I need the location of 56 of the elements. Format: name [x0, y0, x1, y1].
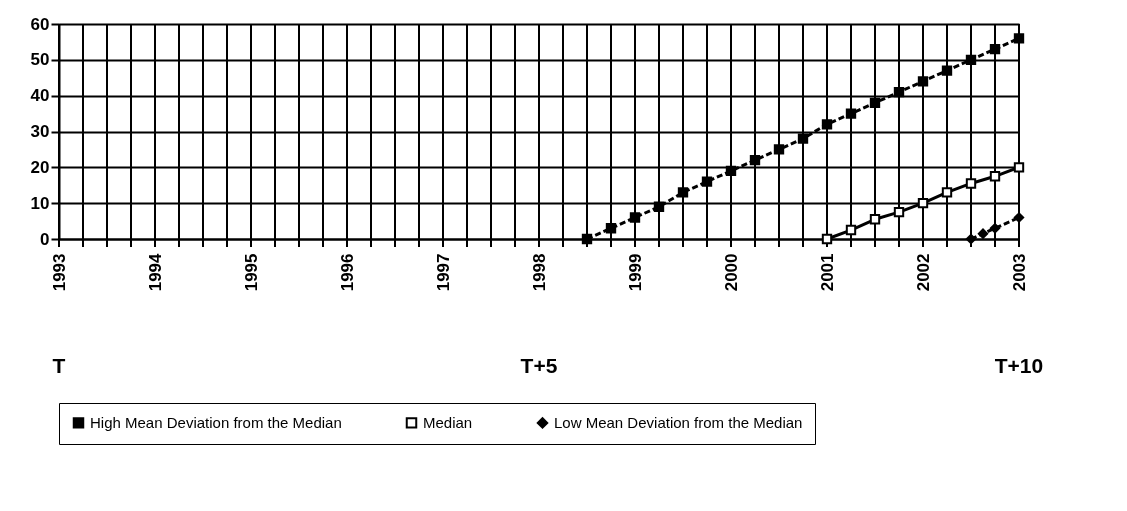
x-tick-label: 1999: [625, 253, 645, 292]
point: [893, 86, 905, 98]
point: [941, 65, 953, 76]
text: T+10: [994, 354, 1044, 377]
point: [653, 201, 665, 212]
point: [941, 187, 953, 198]
point: [869, 97, 881, 109]
point: [773, 144, 785, 155]
point: [845, 108, 857, 119]
point: [965, 54, 977, 66]
point: [605, 223, 617, 234]
text: T: [52, 354, 66, 377]
point: [977, 228, 989, 239]
point: [965, 178, 977, 189]
y-tick-label: 10: [30, 193, 50, 213]
y-tick-label: 0: [40, 229, 50, 249]
point: [581, 233, 593, 245]
point: [701, 176, 713, 187]
legend-label: Low Mean Deviation from the Median: [554, 413, 803, 431]
x-tick-label: 1993: [49, 253, 69, 292]
x-tick-label: 2002: [913, 253, 933, 292]
point: [629, 212, 641, 223]
y-tick-label: 40: [30, 86, 50, 106]
x-tick-label: 1997: [433, 253, 453, 292]
x-tick-label: 1998: [529, 253, 549, 292]
point: [677, 187, 689, 198]
point: [989, 43, 1001, 55]
point: [821, 233, 833, 245]
point: [869, 214, 881, 225]
point: [893, 206, 905, 218]
x-tick-label: 1995: [241, 253, 261, 292]
x-tick-label: 1994: [145, 252, 165, 292]
point: [1013, 212, 1025, 223]
legend-label: Median: [423, 413, 473, 431]
legend-label: High Mean Deviation from the Median: [90, 413, 342, 431]
point: [797, 133, 809, 144]
point: [1013, 33, 1025, 44]
point: [749, 154, 761, 166]
y-tick-label: 50: [30, 50, 50, 70]
point: [845, 224, 857, 236]
x-tick-label: 1996: [337, 253, 357, 292]
text: T+5: [520, 354, 558, 377]
point: [965, 233, 977, 245]
y-tick-label: 30: [30, 122, 50, 141]
point: [725, 165, 737, 177]
point: [989, 171, 1001, 182]
point: [989, 223, 1001, 234]
y-tick-label: 20: [30, 157, 50, 177]
x-tick-label: 2000: [721, 253, 741, 292]
point: [821, 119, 833, 130]
point: [1013, 162, 1025, 173]
x-tick-label: 2001: [817, 253, 837, 292]
point: [917, 197, 929, 209]
x-tick-label: 2003: [1009, 253, 1029, 292]
y-tick-label: 60: [30, 14, 50, 34]
point: [917, 76, 929, 87]
